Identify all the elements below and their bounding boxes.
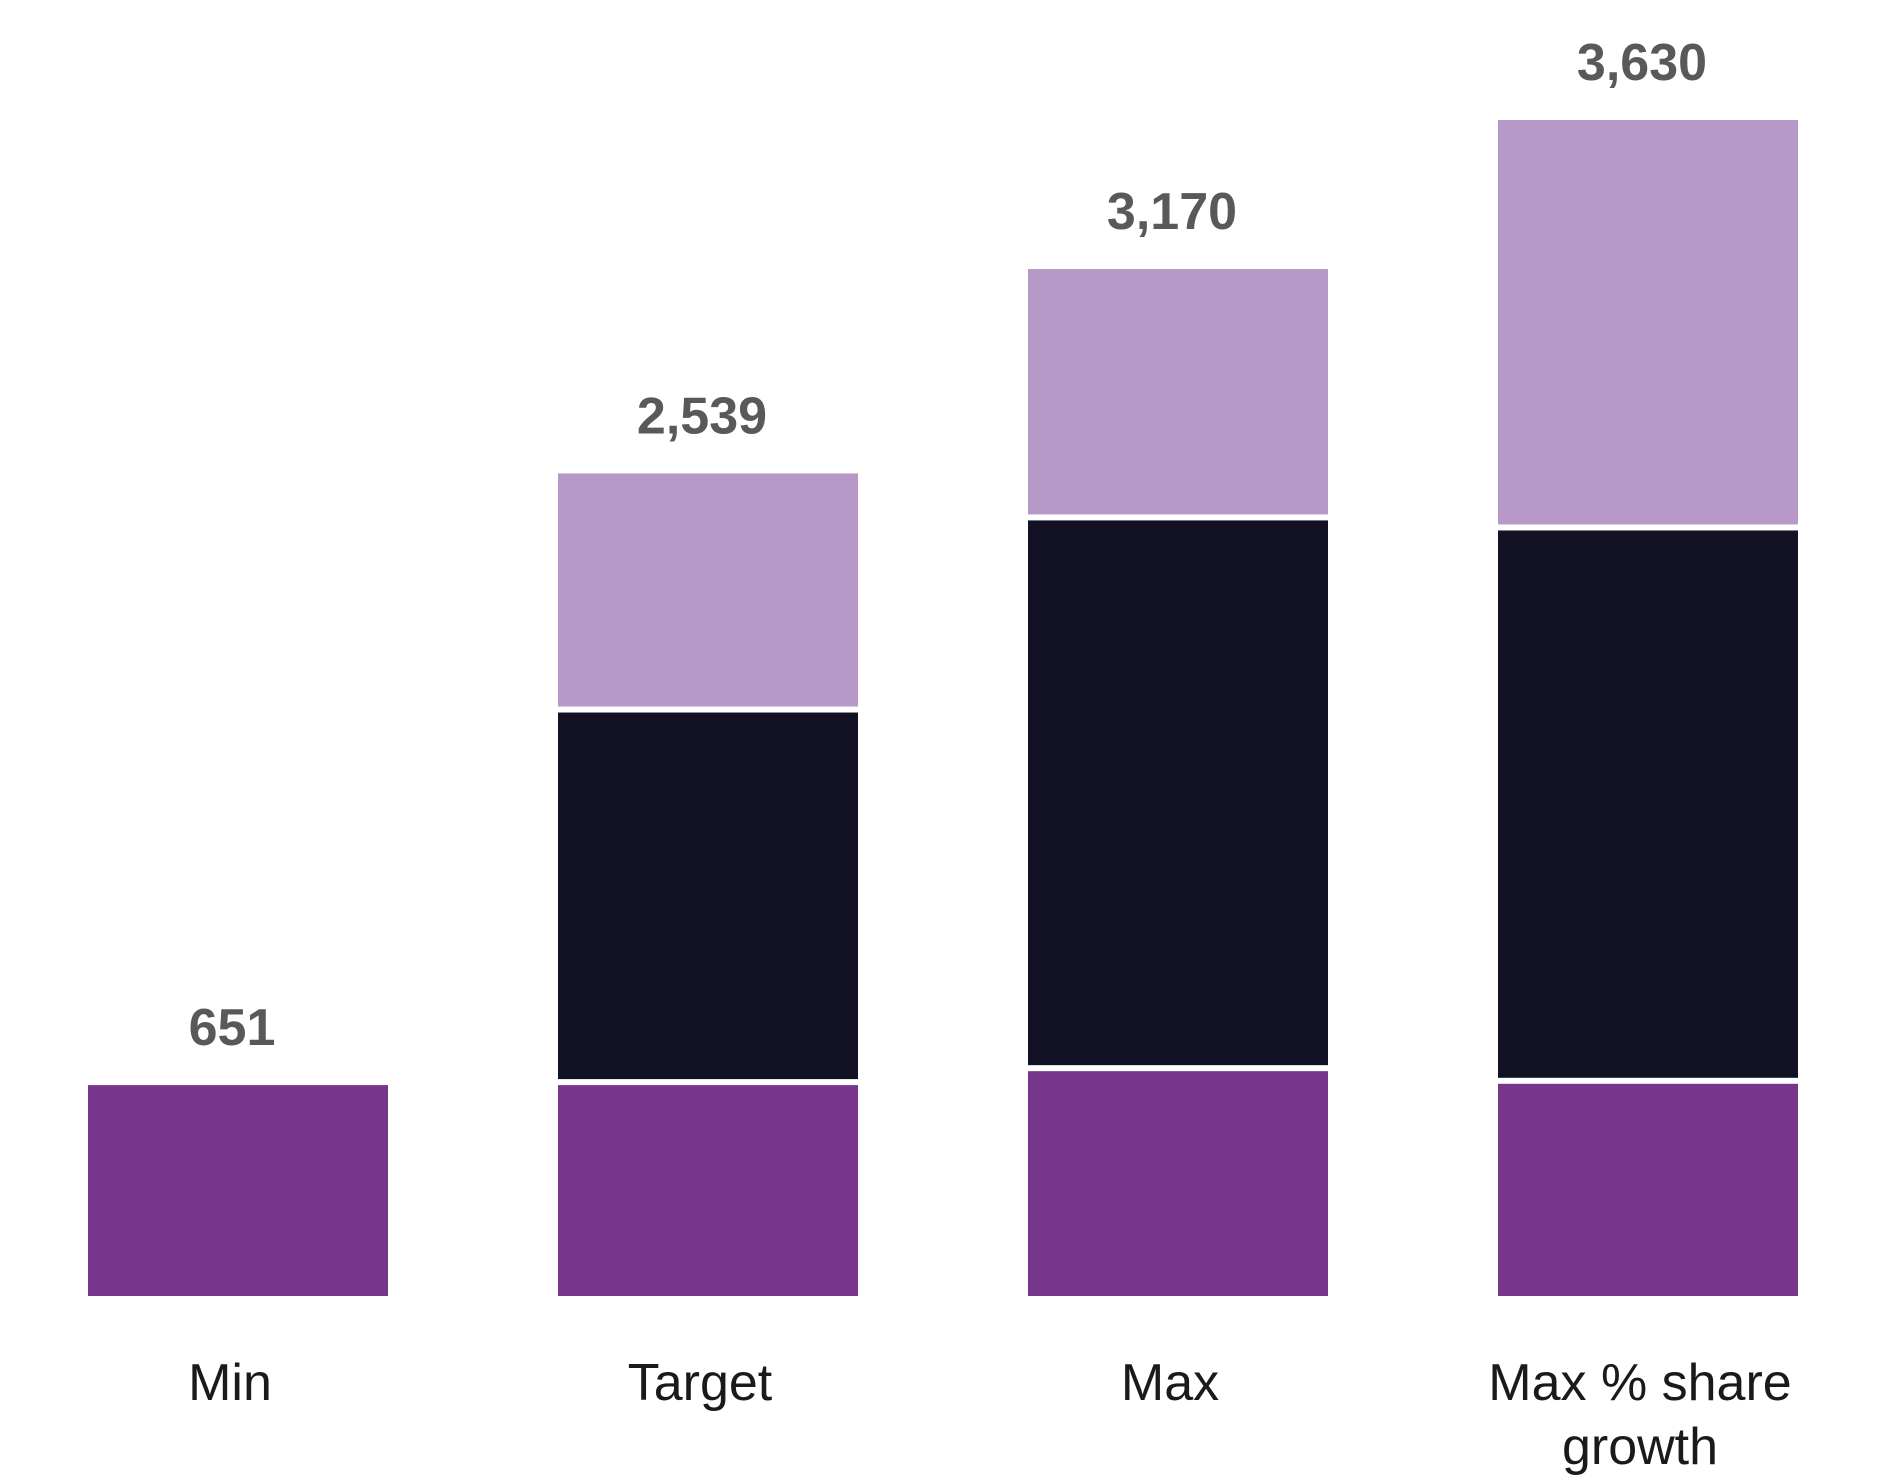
bar-max-share-growth-segment-middle (1498, 530, 1798, 1078)
bar-min-segment-bottom (88, 1085, 388, 1296)
bar-target-segment-top (558, 473, 858, 707)
total-label-target: 2,539 (637, 387, 767, 445)
category-label-max: Max (1121, 1354, 1219, 1412)
bar-target-segment-bottom (558, 1085, 858, 1296)
bars-group (88, 120, 1798, 1296)
bar-max-segment-bottom (1028, 1071, 1328, 1296)
bar-max-share-growth-segment-top (1498, 120, 1798, 525)
bar-max-share-growth-segment-bottom (1498, 1083, 1798, 1296)
total-label-max-share-growth: 3,630 (1577, 34, 1707, 92)
total-label-min: 651 (189, 999, 276, 1057)
bar-target-segment-middle (558, 712, 858, 1080)
total-labels-group: 651 2,539 3,170 3,630 (189, 34, 1707, 1057)
bar-max-segment-middle (1028, 520, 1328, 1066)
category-labels-group: Min Target Max Max % share growth (188, 1354, 1792, 1476)
total-label-max: 3,170 (1107, 183, 1237, 241)
category-label-min: Min (188, 1354, 272, 1412)
category-label-max-share-growth: Max % share growth (1488, 1354, 1791, 1476)
bar-max-segment-top (1028, 269, 1328, 515)
category-label-target: Target (628, 1354, 773, 1412)
